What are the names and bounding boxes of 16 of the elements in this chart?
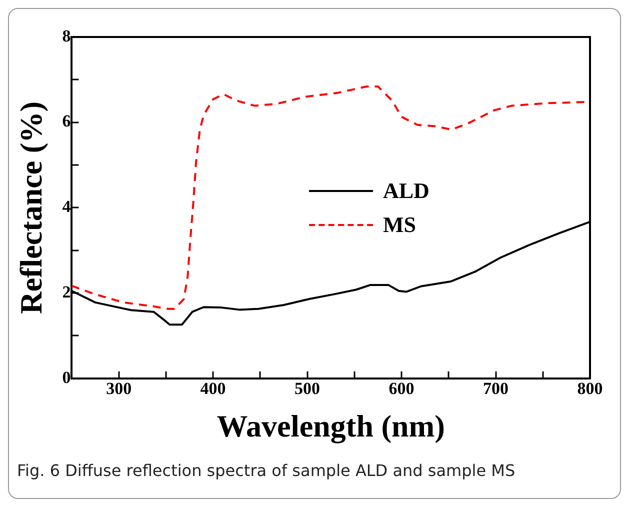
x-tick-label: 800 <box>577 378 603 398</box>
x-tick-label: 700 <box>483 378 509 398</box>
y-tick-label: 4 <box>62 197 72 216</box>
x-tick-label: 400 <box>200 378 226 398</box>
y-tick-label: 6 <box>62 112 71 131</box>
y-tick-label: 2 <box>62 282 71 302</box>
legend-label: ALD <box>383 178 430 204</box>
y-axis-title: Reflectance (%) <box>14 101 49 314</box>
y-tick-label: 0 <box>62 368 71 387</box>
x-axis-title: Wavelength (nm) <box>216 408 445 444</box>
x-tick-label: 600 <box>388 378 414 398</box>
legend-label: MS <box>383 212 416 238</box>
x-tick-label: 300 <box>106 378 132 398</box>
y-tick-label: 8 <box>62 26 71 46</box>
x-tick-label: 500 <box>294 378 320 398</box>
caption: Fig. 6 Diffuse reflection spectra of sample ALD and sample MS <box>17 461 516 480</box>
